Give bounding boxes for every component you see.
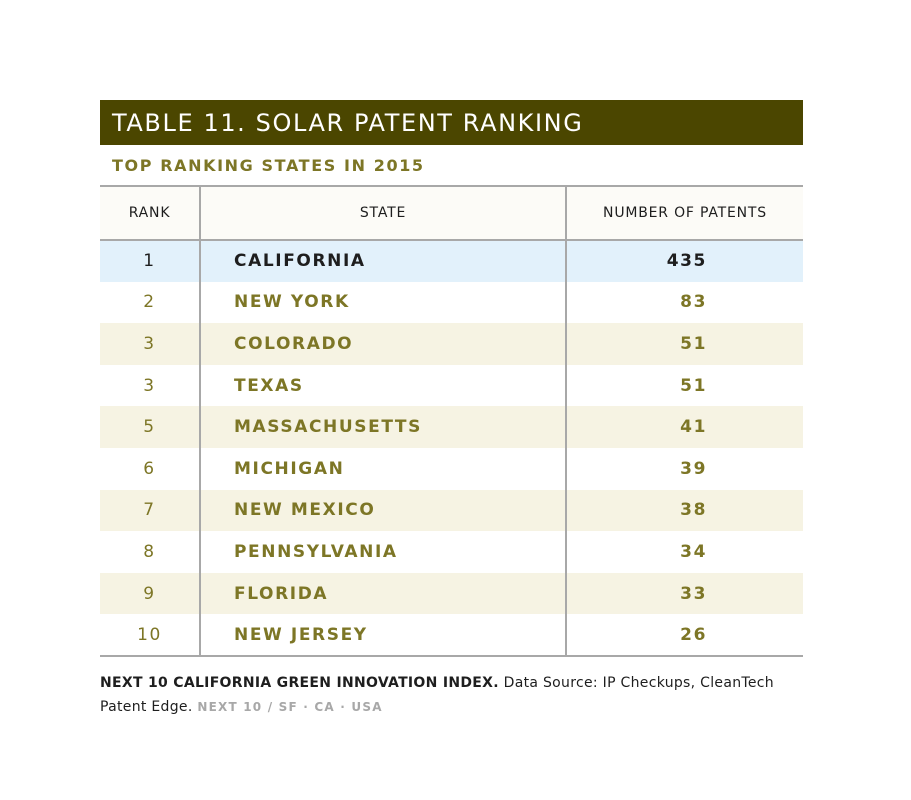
state-cell: MICHIGAN xyxy=(200,447,567,490)
column-header-state: STATE xyxy=(200,186,567,241)
footer-note: NEXT 10 CALIFORNIA GREEN INNOVATION INDE… xyxy=(100,671,803,719)
rank-cell: 9 xyxy=(100,572,201,615)
rank-cell: 2 xyxy=(100,281,201,324)
rank-cell: 6 xyxy=(100,447,201,490)
patents-cell: 83 xyxy=(680,292,707,313)
footer-index-name: NEXT 10 CALIFORNIA GREEN INNOVATION INDE… xyxy=(100,674,499,691)
header-row: RANK STATE NUMBER OF PATENTS xyxy=(100,186,803,241)
patents-cell: 26 xyxy=(680,624,707,645)
table-title: TABLE 11. SOLAR PATENT RANKING xyxy=(100,100,803,145)
rank-cell: 1 xyxy=(100,240,201,282)
table-row: 9 FLORIDA 33 xyxy=(100,572,803,615)
table-row: 8 PENNSYLVANIA 34 xyxy=(100,531,803,573)
patents-cell: 435 xyxy=(666,251,707,272)
footer-source: Data Source: IP Checkups, CleanTech Pate… xyxy=(100,674,774,715)
table-figure: TABLE 11. SOLAR PATENT RANKING TOP RANKI… xyxy=(100,100,803,719)
rank-cell: 7 xyxy=(100,489,201,532)
state-cell: FLORIDA xyxy=(200,572,567,615)
patents-cell: 33 xyxy=(680,583,707,604)
table-subtitle: TOP RANKING STATES IN 2015 xyxy=(112,155,425,175)
table-row: 2 NEW YORK 83 xyxy=(100,281,803,324)
patents-cell: 51 xyxy=(680,333,707,354)
rank-cell: 5 xyxy=(100,406,201,448)
rank-cell: 3 xyxy=(100,323,201,365)
patents-cell: 38 xyxy=(680,500,707,521)
table-row: 1 CALIFORNIA 435 xyxy=(100,240,803,282)
state-cell: CALIFORNIA xyxy=(200,240,567,282)
state-cell: COLORADO xyxy=(200,323,567,365)
table-row: 10 NEW JERSEY 26 xyxy=(100,614,803,656)
state-cell: MASSACHUSETTS xyxy=(200,406,567,448)
state-cell: TEXAS xyxy=(200,364,567,407)
state-cell: NEW MEXICO xyxy=(200,489,567,532)
table-row: 5 MASSACHUSETTS 41 xyxy=(100,406,803,448)
patents-cell: 41 xyxy=(680,417,707,438)
rank-cell: 3 xyxy=(100,364,201,407)
rank-cell: 8 xyxy=(100,531,201,573)
column-header-patents: NUMBER OF PATENTS xyxy=(566,186,803,241)
table-row: 7 NEW MEXICO 38 xyxy=(100,489,803,532)
patents-cell: 39 xyxy=(680,458,707,479)
state-cell: PENNSYLVANIA xyxy=(200,531,567,573)
ranking-table: RANK STATE NUMBER OF PATENTS 1 CALIFORNIA… xyxy=(100,185,803,657)
footer-tag: NEXT 10 / SF · CA · USA xyxy=(197,699,383,714)
table-row: 3 COLORADO 51 xyxy=(100,323,803,365)
state-cell: NEW JERSEY xyxy=(200,614,567,656)
column-header-rank: RANK xyxy=(100,186,201,241)
table-row: 3 TEXAS 51 xyxy=(100,364,803,407)
patents-cell: 34 xyxy=(680,541,707,562)
state-cell: NEW YORK xyxy=(200,281,567,324)
patents-cell: 51 xyxy=(680,375,707,396)
rank-cell: 10 xyxy=(100,614,201,656)
table-row: 6 MICHIGAN 39 xyxy=(100,447,803,490)
